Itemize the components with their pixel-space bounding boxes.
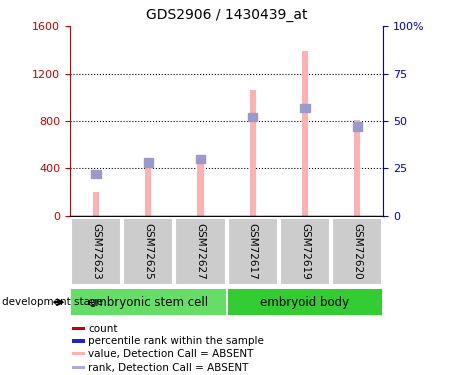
Text: percentile rank within the sample: percentile rank within the sample: [88, 336, 264, 346]
Bar: [72, 352, 85, 355]
Bar: [196, 154, 205, 163]
Bar: [72, 366, 85, 369]
Title: GDS2906 / 1430439_at: GDS2906 / 1430439_at: [146, 9, 308, 22]
Bar: [198, 158, 204, 216]
Bar: [91, 170, 101, 178]
Text: GSM72620: GSM72620: [352, 224, 362, 280]
Bar: [143, 159, 153, 167]
Bar: [145, 165, 152, 216]
Bar: [72, 327, 85, 330]
FancyBboxPatch shape: [71, 218, 121, 285]
Bar: [353, 123, 362, 131]
FancyBboxPatch shape: [71, 289, 226, 315]
Text: GSM72617: GSM72617: [248, 223, 258, 280]
Text: value, Detection Call = ABSENT: value, Detection Call = ABSENT: [88, 348, 254, 358]
FancyBboxPatch shape: [280, 218, 330, 285]
Text: GSM72619: GSM72619: [300, 223, 310, 280]
FancyBboxPatch shape: [228, 289, 382, 315]
Text: rank, Detection Call = ABSENT: rank, Detection Call = ABSENT: [88, 363, 249, 373]
Text: development stage: development stage: [2, 297, 103, 307]
Text: embryoid body: embryoid body: [260, 296, 350, 309]
FancyBboxPatch shape: [332, 218, 382, 285]
Bar: [302, 51, 308, 216]
Text: count: count: [88, 324, 118, 333]
Text: GSM72627: GSM72627: [195, 223, 206, 280]
Bar: [248, 113, 258, 121]
Bar: [93, 192, 99, 216]
Text: GSM72625: GSM72625: [143, 223, 153, 280]
FancyBboxPatch shape: [175, 218, 226, 285]
FancyBboxPatch shape: [123, 218, 173, 285]
Text: GSM72623: GSM72623: [91, 223, 101, 280]
Bar: [72, 339, 85, 343]
Text: embryonic stem cell: embryonic stem cell: [88, 296, 208, 309]
FancyBboxPatch shape: [228, 218, 278, 285]
Bar: [300, 104, 310, 112]
Bar: [354, 120, 360, 216]
Bar: [249, 90, 256, 216]
